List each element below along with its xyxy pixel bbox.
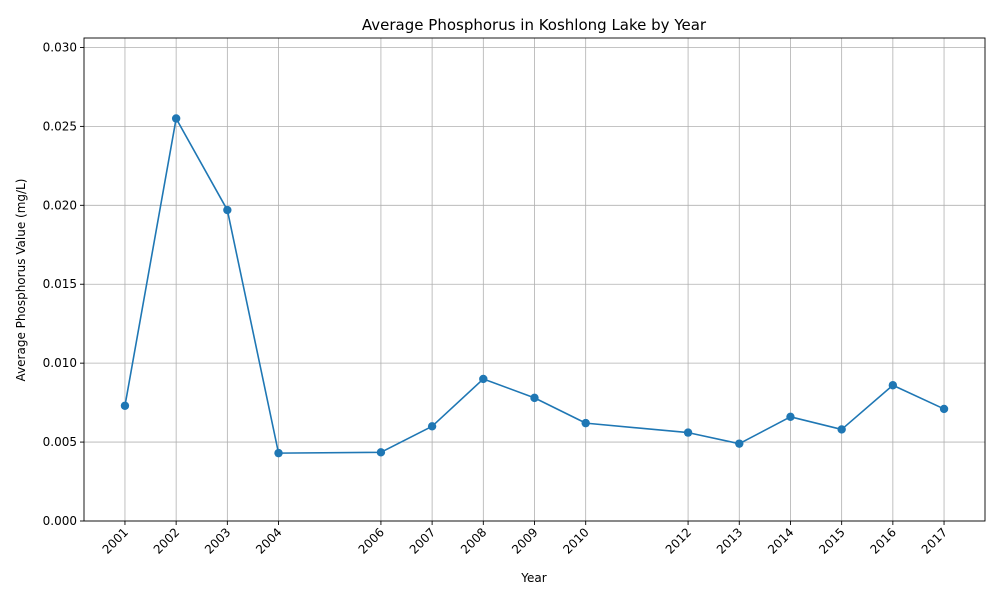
x-tick-label: 2003 [202,525,233,556]
data-point [735,439,744,448]
x-tick-label: 2009 [509,525,540,556]
data-point [888,381,898,390]
data-point [171,114,181,123]
x-tick-label: 2015 [816,525,847,556]
data-point [223,205,232,215]
data-point [530,393,539,403]
data-point [786,412,795,422]
x-tick-label: 2017 [919,525,950,556]
x-axis-label: Year [520,571,546,585]
x-tick-label: 2016 [867,525,898,556]
x-tick-label: 2008 [458,525,489,556]
y-tick-label: 0.020 [43,198,77,212]
data-point [683,428,693,437]
x-tick-label: 2001 [100,525,131,556]
x-tick-label: 2010 [560,525,591,556]
data-point [120,401,130,410]
data-point [479,374,488,384]
data-point [274,448,283,458]
data-point [376,448,386,457]
x-tick-label: 2002 [151,525,182,556]
plot-frame [83,37,986,522]
y-tick-label: 0.005 [43,435,77,449]
data-series [120,114,949,458]
y-tick-label: 0.015 [43,277,77,291]
x-tick-label: 2004 [253,525,284,556]
grid-lines [84,38,985,522]
axes: 2001 2002 2003 2004 2006 2007 2008 2009 2010 2012… [43,37,986,557]
y-tick-label: 0.000 [43,514,77,528]
data-point [837,425,846,434]
x-tick-label: 2013 [714,525,745,556]
x-tick-label: 2007 [407,525,438,556]
data-point [427,422,437,431]
x-tick-label: 2006 [356,525,387,556]
y-tick-label: 0.010 [43,356,77,370]
y-tick-label: 0.030 [43,40,77,54]
x-tick-label: 2012 [663,525,694,556]
data-point [581,418,590,428]
x-tick-label: 2014 [765,525,796,556]
y-tick-label: 0.025 [43,119,77,133]
y-axis-label: Average Phosphorus Value (mg/L) [14,179,28,382]
chart-title: Average Phosphorus in Koshlong Lake by Y… [362,16,707,34]
data-point [939,404,949,414]
